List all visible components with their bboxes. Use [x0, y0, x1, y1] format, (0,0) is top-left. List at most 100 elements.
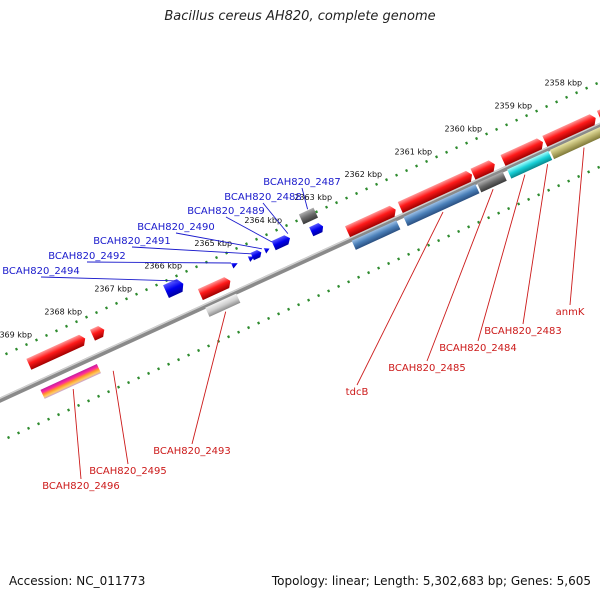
- gene-arrow[interactable]: [271, 234, 293, 251]
- feature-block[interactable]: [477, 171, 507, 193]
- gene-arrow[interactable]: [397, 169, 475, 213]
- feature-block[interactable]: [403, 184, 480, 227]
- gene-label[interactable]: BCAH820_2491: [93, 236, 171, 247]
- gene-arrow[interactable]: [542, 113, 598, 147]
- ruler-tick-minor: [174, 274, 179, 278]
- ruler-tick-minor: [577, 174, 581, 179]
- ruler-tick-minor: [287, 307, 291, 311]
- gene-label[interactable]: BCAH820_2488: [224, 192, 302, 203]
- ruler-tick-minor: [335, 201, 339, 205]
- feature-block[interactable]: [549, 125, 600, 160]
- gene-label[interactable]: BCAH820_2493: [153, 446, 231, 457]
- gene-label[interactable]: BCAH820_2496: [42, 481, 120, 492]
- gene-label[interactable]: BCAH820_2495: [89, 466, 167, 477]
- ruler-tick-minor: [317, 293, 321, 298]
- ruler-tick-minor: [585, 86, 589, 90]
- ruler-tick-label: 2359 kbp: [494, 102, 532, 111]
- gene-arrow[interactable]: [230, 261, 239, 269]
- gene-label[interactable]: BCAH820_2483: [484, 326, 562, 337]
- feature-block[interactable]: [205, 293, 241, 317]
- feature-block[interactable]: [507, 150, 553, 179]
- ruler-tick-minor: [214, 255, 219, 260]
- ruler-tick-minor: [427, 243, 431, 247]
- ruler-tick-minor: [97, 394, 101, 398]
- ruler-tick-minor: [237, 330, 241, 334]
- accession-text: Accession: NC_011773: [9, 574, 146, 588]
- gene-label[interactable]: tdcB: [346, 387, 369, 398]
- gene-leader-line: [40, 276, 178, 282]
- ruler-tick-minor: [367, 271, 371, 275]
- ruler-tick-minor: [227, 335, 231, 339]
- genome-summary-text: Topology: linear; Length: 5,302,683 bp; …: [271, 574, 591, 588]
- ruler-tick-minor: [57, 413, 61, 417]
- ruler-tick-minor: [307, 298, 311, 302]
- ruler-tick-minor: [465, 141, 469, 145]
- ruler-tick-minor: [77, 403, 81, 408]
- ruler-tick-minor: [347, 280, 351, 284]
- ruler-tick-minor: [137, 376, 141, 380]
- ruler-tick-minor: [265, 233, 269, 237]
- ruler-tick-minor: [337, 284, 341, 288]
- map-title: Bacillus cereus AH820, complete genome: [164, 9, 436, 24]
- ruler-tick-minor: [117, 385, 121, 389]
- ruler-tick-minor: [455, 146, 459, 150]
- gene-label[interactable]: BCAH820_2487: [263, 177, 341, 188]
- ruler-tick-minor: [197, 348, 201, 353]
- gene-leader-line: [477, 174, 526, 342]
- ruler-tick-minor: [595, 81, 599, 86]
- ruler-tick-minor: [377, 266, 381, 270]
- gene-leader-line: [301, 187, 309, 210]
- gene-label[interactable]: anmK: [556, 307, 585, 318]
- gene-label[interactable]: BCAH820_2490: [137, 222, 215, 233]
- ruler-tick-minor: [255, 237, 259, 241]
- gene-leader-line: [356, 211, 444, 386]
- gene-arrow[interactable]: [309, 222, 325, 237]
- feature-block[interactable]: [40, 364, 102, 399]
- gene-leader-line: [112, 370, 129, 465]
- gene-leader-line: [262, 202, 289, 234]
- ruler-tick-minor: [295, 219, 299, 223]
- ruler-tick-label: 2365 kbp: [194, 239, 232, 248]
- ruler-tick-minor: [315, 210, 319, 214]
- gene-block[interactable]: [298, 207, 319, 225]
- ruler-tick-minor: [157, 367, 161, 371]
- gene-arrow[interactable]: [250, 249, 263, 261]
- ruler-tick-minor: [477, 220, 481, 224]
- feature-block[interactable]: [351, 220, 401, 250]
- ruler-tick-minor: [597, 165, 600, 169]
- gene-arrow[interactable]: [163, 277, 186, 299]
- gene-arrow[interactable]: [26, 333, 87, 370]
- gene-leader-line: [72, 389, 82, 480]
- ruler-tick-minor: [17, 431, 21, 435]
- gene-label[interactable]: BCAH820_2492: [48, 251, 126, 262]
- gene-arrow[interactable]: [470, 159, 497, 180]
- gene-label[interactable]: BCAH820_2484: [439, 343, 517, 354]
- ruler-tick-minor: [167, 362, 171, 366]
- ruler-tick-minor: [24, 342, 29, 347]
- ruler-tick-minor: [525, 114, 529, 118]
- ruler-tick-label: 2369 kbp: [0, 330, 32, 339]
- ruler-tick-minor: [375, 182, 379, 186]
- gene-leader-line: [175, 232, 262, 250]
- gene-arrow[interactable]: [263, 246, 271, 254]
- ruler-tick-minor: [94, 310, 99, 315]
- gene-leader-line: [131, 246, 252, 255]
- ruler-tick-label: 2366 kbp: [144, 262, 182, 271]
- gene-arrow[interactable]: [89, 324, 107, 341]
- gene-arrow[interactable]: [345, 204, 398, 238]
- ruler-tick-minor: [325, 205, 329, 209]
- gene-label[interactable]: BCAH820_2485: [388, 363, 466, 374]
- ruler-tick-minor: [14, 347, 19, 351]
- ruler-tick-minor: [4, 352, 9, 356]
- gene-label[interactable]: BCAH820_2494: [2, 266, 80, 277]
- gene-arrow[interactable]: [197, 275, 233, 301]
- ruler-tick-minor: [177, 358, 181, 362]
- ruler-tick-minor: [415, 164, 419, 168]
- gene-leader-line: [569, 147, 585, 306]
- gene-label[interactable]: BCAH820_2489: [187, 206, 265, 217]
- ruler-tick-minor: [425, 159, 429, 164]
- gene-arrow[interactable]: [500, 137, 545, 166]
- ruler-tick-minor: [267, 316, 271, 321]
- ruler-tick-minor: [545, 104, 549, 109]
